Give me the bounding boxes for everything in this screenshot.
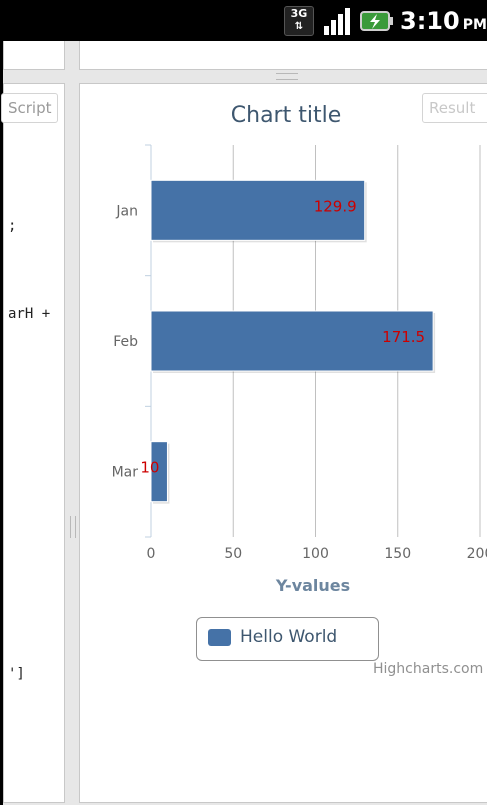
y-axis-title: Y-values [275,576,350,595]
bar-chart: Chart title Jan Feb Mar 0 50 100 150 200 129.9… [112,103,487,595]
fiddle-editor: ; arH + '] Script Result [1,41,487,805]
category-labels: Jan Feb Mar [112,203,139,480]
code-line[interactable]: ; [8,218,17,234]
category-label: Mar [112,465,139,481]
chart-title: Chart title [231,103,341,128]
network-label: 3G [290,7,308,20]
bar [150,179,366,241]
legend[interactable]: Hello World [196,617,379,661]
x-tick-label: 200 [467,546,487,562]
legend-swatch-hello-world [208,629,231,646]
result-tab-button[interactable]: Result [422,93,487,123]
css-pane[interactable] [79,41,487,70]
x-tick-label: 50 [224,546,242,562]
x-tick-label: 100 [302,546,329,562]
html-pane[interactable] [3,41,65,70]
category-label: Jan [115,203,138,219]
highcharts-credits-link[interactable]: Highcharts.com [373,661,484,677]
legend-item-hello-world[interactable]: Hello World [240,627,338,647]
clock-ampm: PM [462,17,487,33]
vertical-resize-handle[interactable] [70,516,76,538]
code-line[interactable]: arH + [8,306,51,322]
data-labels: 129.9 171.5 10 [140,197,425,476]
clock-time: 3:10 [400,7,460,35]
code-line[interactable]: '] [8,666,25,682]
script-tab-button[interactable]: Script [1,93,58,123]
data-label: 129.9 [314,197,357,215]
tick-labels: 0 50 100 150 200 [147,546,487,562]
horizontal-resize-handle[interactable] [276,73,298,80]
script-pane[interactable]: ; arH + '] [3,83,65,803]
x-tick-label: 150 [384,546,411,562]
network-3g-icon: 3G ⇅ [284,6,314,36]
signal-strength-icon [324,8,350,35]
x-tick-label: 0 [147,546,156,562]
bar [150,441,168,503]
bars [150,179,436,504]
battery-charging-icon [360,11,393,31]
category-label: Feb [113,334,138,350]
clock: 3:10 PM [400,6,487,40]
status-bar: 3G ⇅ 3:10 PM [0,0,487,41]
bar [150,310,434,372]
data-label: 171.5 [382,328,425,346]
data-label: 10 [140,459,159,477]
